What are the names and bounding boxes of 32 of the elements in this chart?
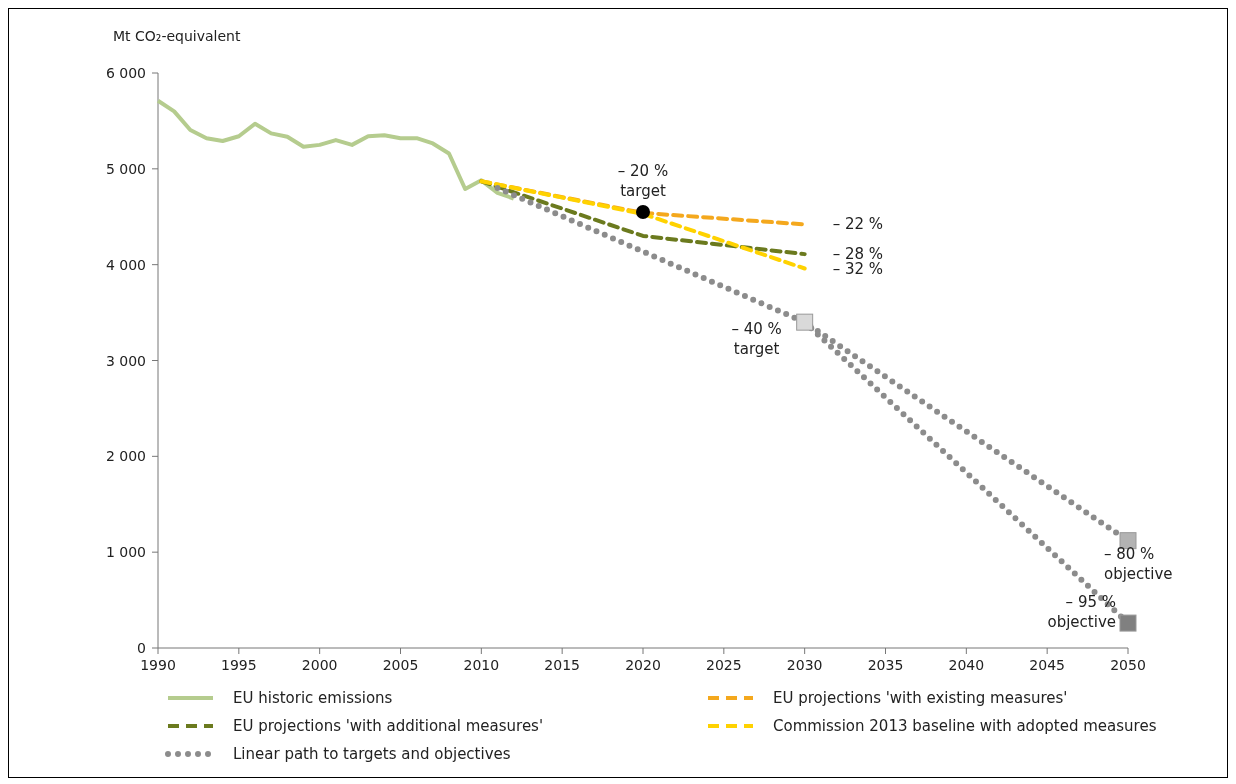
annotation: – 20 % target <box>617 161 669 200</box>
y-tick-label: 4 000 <box>105 256 146 273</box>
x-tick-label: 1995 <box>221 657 257 673</box>
y-tick-label: 1 000 <box>105 544 146 561</box>
y-tick-label: 0 <box>137 640 146 656</box>
y-axis-title: Mt CO₂-equivalent <box>113 28 241 44</box>
annotation: – 32 % <box>832 259 884 278</box>
x-tick-label: 2010 <box>463 657 500 673</box>
x-tick-label: 2035 <box>867 657 904 673</box>
x-tick-label: 2000 <box>301 657 338 673</box>
x-tick-label: 1990 <box>140 657 176 673</box>
x-tick-label: 2045 <box>1029 657 1065 673</box>
annotation: – 22 % <box>832 215 884 234</box>
legend-label: Linear path to targets and objectives <box>233 745 511 763</box>
x-tick-label: 2005 <box>382 657 419 673</box>
legend-label: EU historic emissions <box>233 689 393 707</box>
x-tick-label: 2025 <box>706 657 742 673</box>
annotation: – 80 % objective <box>1104 544 1173 583</box>
legend-label: EU projections 'with existing measures' <box>773 689 1068 707</box>
y-tick-label: 6 000 <box>105 65 146 81</box>
y-tick-label: 3 000 <box>105 352 146 369</box>
annotation: – 95 % objective <box>1047 593 1116 632</box>
legend-label: Commission 2013 baseline with adopted measures <box>773 717 1157 735</box>
x-tick-label: 2050 <box>1110 657 1146 673</box>
x-tick-label: 2015 <box>544 657 580 673</box>
x-tick-label: 2020 <box>625 657 661 673</box>
annotation: – 40 % target <box>731 320 782 359</box>
x-tick-label: 2030 <box>786 657 823 673</box>
y-tick-label: 2 000 <box>105 448 146 465</box>
x-tick-label: 2040 <box>948 657 985 673</box>
y-tick-label: 5 000 <box>105 160 146 177</box>
legend-label: EU projections 'with additional measures' <box>233 717 544 735</box>
